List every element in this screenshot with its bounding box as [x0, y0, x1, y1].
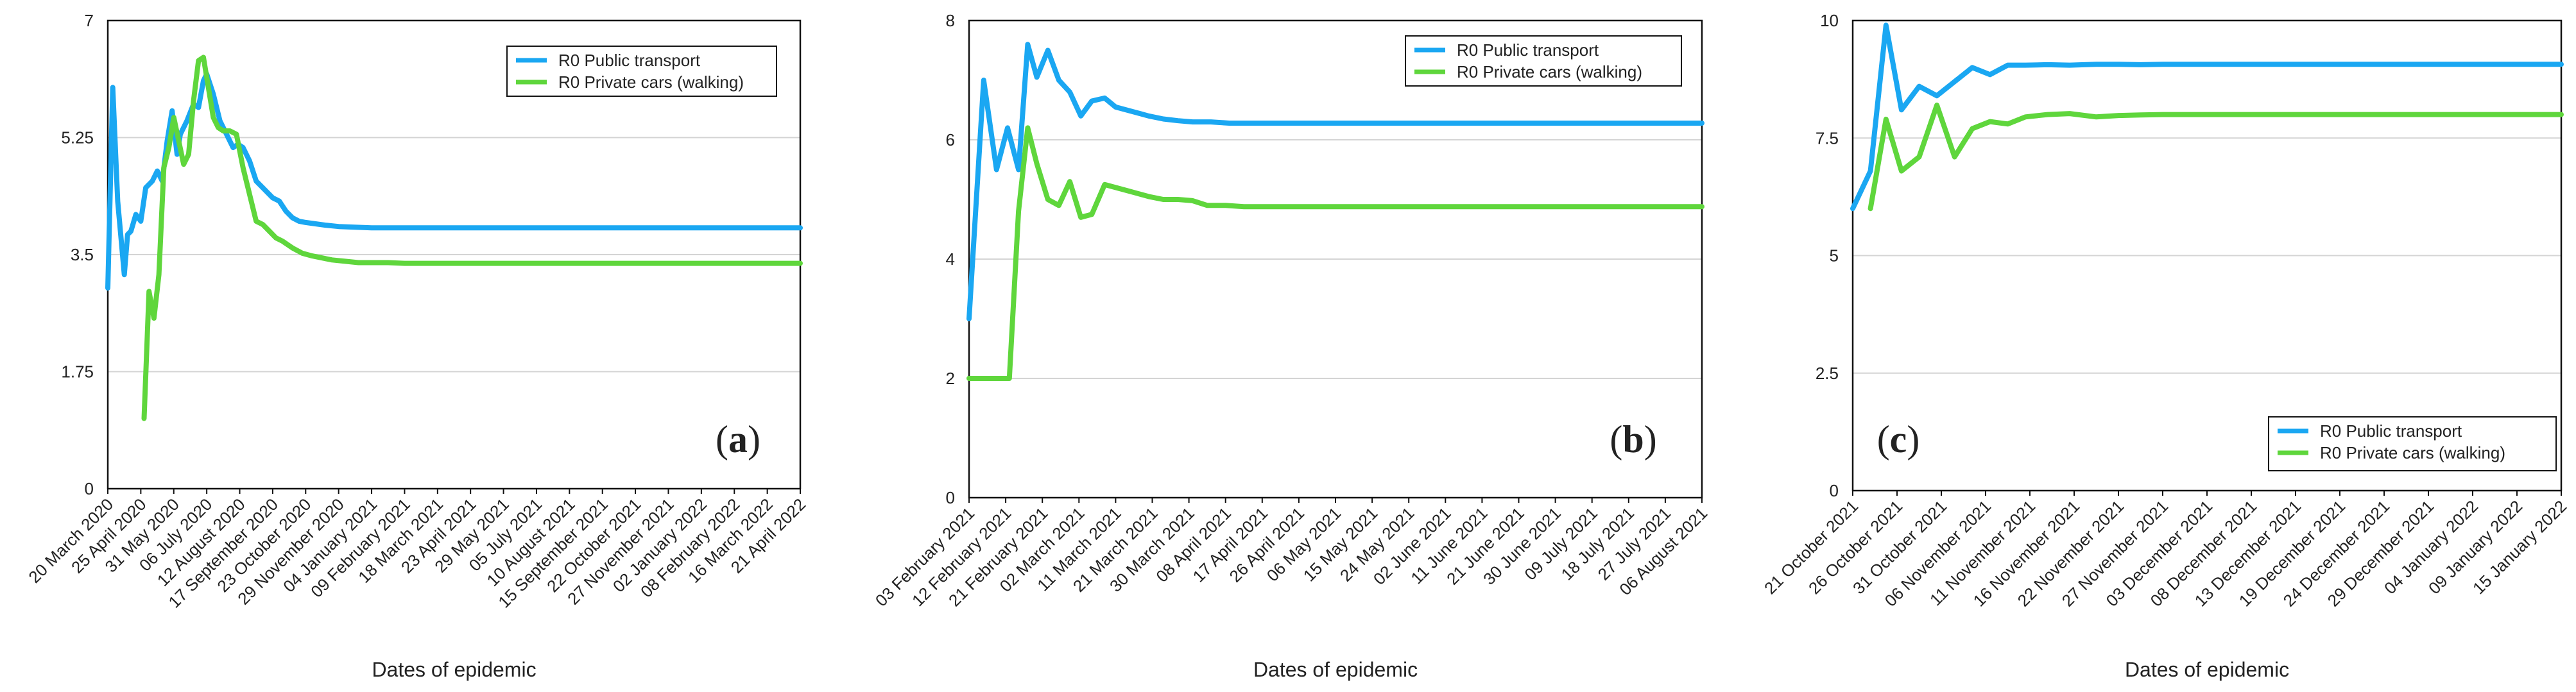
legend-entry-label: R0 Private cars (walking): [2320, 443, 2505, 462]
y-tick-label: 0: [1830, 481, 1839, 500]
legend-entry-label: R0 Private cars (walking): [558, 72, 744, 92]
legend: R0 Public transport R0 Private cars (walk…: [506, 46, 777, 97]
y-tick-label: 4: [946, 249, 955, 269]
y-tick-label: 0: [85, 479, 94, 498]
legend-entry-label: R0 Private cars (walking): [1457, 62, 1642, 81]
panel-label: (b): [1610, 418, 1656, 460]
legend-entry-label: R0 Public transport: [2320, 421, 2462, 441]
panel-label: (a): [716, 418, 760, 460]
y-tick-label: 3.5: [71, 245, 94, 264]
panel-label: (c): [1877, 418, 1920, 460]
y-tick-label: 2: [946, 369, 955, 388]
series-line-private-cars: [1868, 102, 2564, 212]
legend-entry-label: R0 Public transport: [558, 51, 701, 70]
series-line-private-cars: [966, 125, 1704, 381]
legend-entry-label: R0 Public transport: [1457, 40, 1599, 60]
series-line-public-transport: [105, 71, 803, 291]
y-tick-label: 7: [85, 11, 94, 30]
y-tick-label: 1.75: [61, 362, 94, 382]
series-line-public-transport: [966, 42, 1704, 321]
legend: R0 Public transport R0 Private cars (walk…: [2268, 416, 2557, 471]
legend-box: [2268, 416, 2557, 471]
y-tick-label: 5.25: [61, 128, 94, 148]
series-line-private-cars: [141, 55, 803, 421]
x-axis-label: Dates of epidemic: [372, 658, 536, 681]
y-tick-label: 2.5: [1816, 364, 1839, 383]
series-line-public-transport: [1850, 22, 2564, 212]
x-axis-label: Dates of epidemic: [1253, 658, 1418, 681]
x-axis-label: Dates of epidemic: [2125, 658, 2289, 681]
y-tick-label: 8: [946, 11, 955, 30]
legend-box: [506, 46, 777, 97]
y-tick-label: 5: [1830, 246, 1839, 266]
y-tick-label: 10: [1820, 11, 1839, 30]
legend: R0 Public transport R0 Private cars (walk…: [1405, 35, 1682, 87]
y-tick-label: 0: [946, 488, 955, 507]
y-tick-label: 7.5: [1816, 128, 1839, 148]
y-tick-label: 6: [946, 130, 955, 149]
legend-box: [1405, 35, 1682, 87]
